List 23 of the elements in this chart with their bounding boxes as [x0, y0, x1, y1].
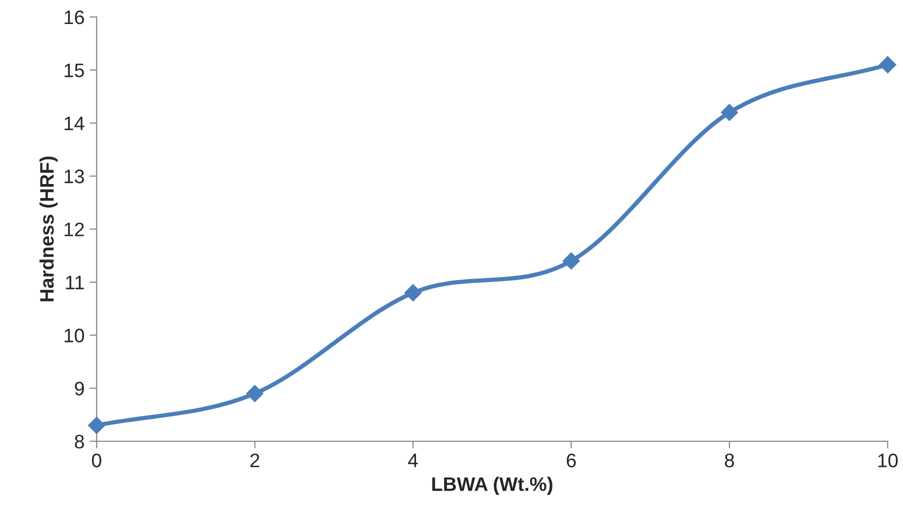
y-tick-label: 11 — [66, 276, 84, 290]
y-tick-label: 8 — [74, 434, 84, 448]
point — [88, 416, 106, 434]
point — [246, 384, 264, 402]
y-tick-label: 13 — [64, 170, 84, 184]
y-tick-label: 9 — [74, 382, 84, 396]
y-tick-label: 14 — [64, 116, 84, 130]
point — [562, 252, 580, 270]
point — [720, 104, 738, 122]
y-tick-label: 15 — [64, 64, 84, 78]
point — [404, 284, 422, 302]
y-tick-label: 10 — [64, 328, 84, 342]
x-tick-label: 2 — [250, 454, 260, 468]
y-axis-title: Hardness (HRF) — [40, 156, 58, 302]
point — [879, 56, 896, 74]
x-tick-label: 6 — [566, 454, 576, 468]
x-tick-label: 0 — [92, 454, 102, 468]
x-axis-title: LBWA (Wt.%) — [432, 476, 552, 495]
y-tick-label: 16 — [64, 10, 84, 24]
x-tick-label: 10 — [878, 454, 898, 468]
x-tick-label: 4 — [408, 454, 418, 468]
x-tick-label: 8 — [724, 454, 734, 468]
y-tick-label: 12 — [64, 222, 84, 236]
